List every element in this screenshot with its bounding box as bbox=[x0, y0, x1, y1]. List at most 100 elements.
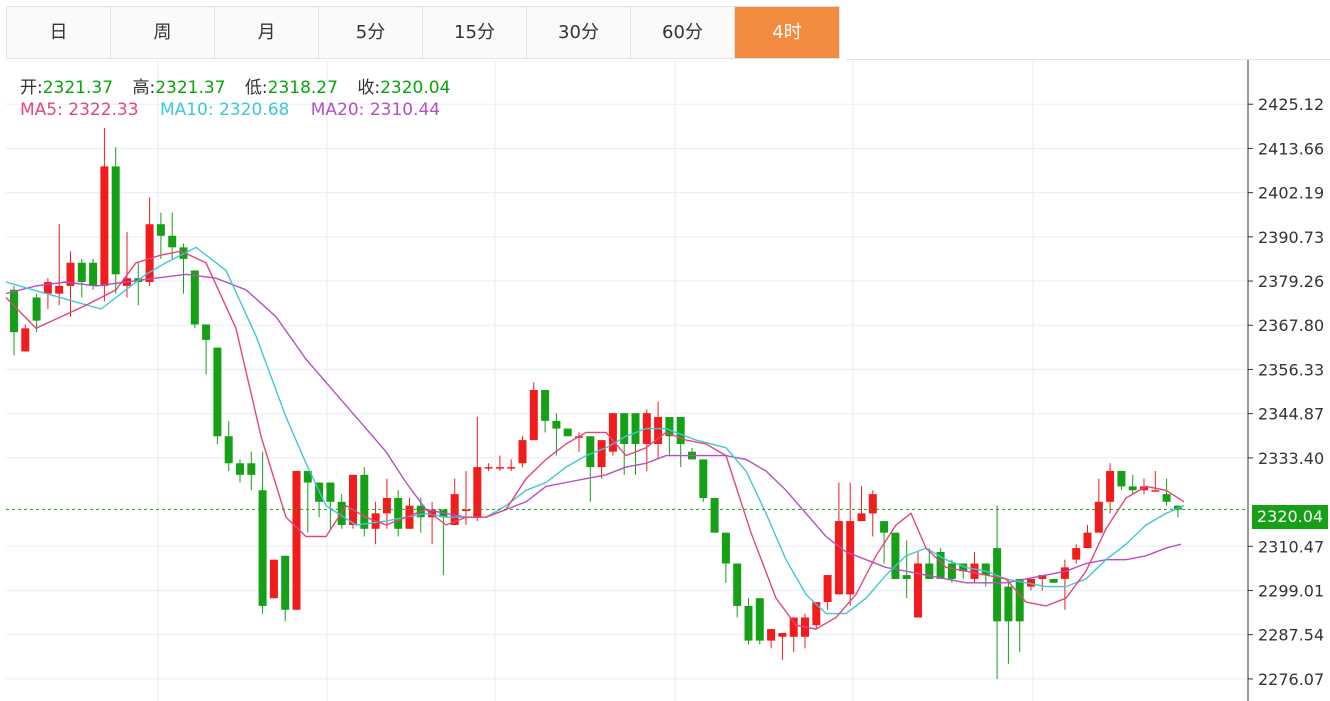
candle-up bbox=[21, 328, 30, 352]
tab-4hour[interactable]: 4时 bbox=[735, 7, 839, 58]
candle-down bbox=[360, 474, 369, 529]
candle-up bbox=[1083, 532, 1092, 549]
candle-up bbox=[507, 467, 516, 469]
candle-down bbox=[258, 490, 267, 606]
candle-down bbox=[156, 224, 165, 236]
candle-up bbox=[382, 497, 391, 514]
candle-down bbox=[563, 428, 572, 437]
candle-down bbox=[224, 436, 233, 464]
candle-down bbox=[676, 416, 685, 444]
candle-down bbox=[168, 235, 177, 248]
tabs-divider bbox=[846, 59, 1330, 60]
candle-up bbox=[349, 474, 357, 525]
candle-up bbox=[1072, 548, 1081, 560]
candle-down bbox=[1004, 586, 1013, 622]
y-tick-label: 2310.47 bbox=[1258, 537, 1324, 556]
candle-up bbox=[970, 563, 979, 579]
candle-down bbox=[993, 548, 1002, 622]
y-tick-label: 2344.87 bbox=[1258, 405, 1324, 424]
current-price-tag: 2320.04 bbox=[1252, 505, 1328, 529]
tab-60min[interactable]: 60分 bbox=[631, 7, 735, 58]
candle-up bbox=[1060, 567, 1069, 579]
tab-day[interactable]: 日 bbox=[7, 7, 111, 58]
candle-up bbox=[654, 416, 663, 444]
candle-down bbox=[744, 605, 753, 641]
candle-down bbox=[247, 463, 256, 475]
candle-down bbox=[541, 390, 550, 421]
candle-up bbox=[518, 440, 527, 464]
y-tick-label: 2299.01 bbox=[1258, 581, 1324, 600]
open-value: 2321.37 bbox=[42, 78, 114, 98]
candle-down bbox=[699, 459, 708, 498]
y-tick-label: 2276.07 bbox=[1258, 670, 1324, 689]
candle-up bbox=[43, 282, 52, 294]
candle-up bbox=[100, 166, 109, 286]
candle-up bbox=[55, 285, 64, 294]
candle-up bbox=[868, 494, 877, 514]
candle-up bbox=[484, 467, 493, 469]
candle-up bbox=[778, 632, 787, 637]
y-tick-label: 2425.12 bbox=[1258, 95, 1324, 114]
timeframe-tabs: 日 周 月 5分 15分 30分 60分 4时 bbox=[6, 6, 840, 59]
candle-down bbox=[1049, 578, 1058, 583]
open-label: 开: bbox=[20, 78, 43, 98]
candle-up bbox=[473, 467, 482, 518]
candle-down bbox=[190, 270, 199, 325]
close-label: 收: bbox=[357, 78, 381, 98]
candle-down bbox=[77, 262, 86, 283]
candle-down bbox=[1015, 578, 1024, 622]
candle-up bbox=[597, 440, 606, 468]
y-tick-label: 2390.73 bbox=[1258, 228, 1324, 247]
y-tick-label: 2333.40 bbox=[1258, 449, 1324, 468]
candle-down bbox=[665, 416, 674, 437]
tab-15min[interactable]: 15分 bbox=[423, 7, 527, 58]
candle-up bbox=[834, 521, 843, 595]
ma20-value: 2310.44 bbox=[369, 100, 441, 120]
candle-up bbox=[1151, 490, 1160, 492]
candle-down bbox=[1117, 470, 1126, 487]
candle-up bbox=[495, 467, 504, 469]
tab-month[interactable]: 月 bbox=[215, 7, 319, 58]
candle-down bbox=[111, 166, 120, 275]
candle-down bbox=[880, 521, 889, 533]
candle-up bbox=[1106, 470, 1115, 502]
candle-up bbox=[462, 509, 470, 512]
low-label: 低: bbox=[244, 78, 268, 98]
tab-30min[interactable]: 30分 bbox=[527, 7, 631, 58]
candle-up bbox=[789, 617, 798, 637]
candle-down bbox=[236, 463, 244, 475]
candle-up bbox=[529, 390, 538, 441]
candle-down bbox=[202, 324, 211, 340]
candle-down bbox=[89, 262, 98, 286]
candle-up bbox=[846, 521, 855, 595]
y-tick-label: 2402.19 bbox=[1258, 184, 1324, 203]
y-tick-label: 2356.33 bbox=[1258, 360, 1324, 379]
tab-week[interactable]: 周 bbox=[111, 7, 215, 58]
candle-down bbox=[552, 420, 561, 429]
candle-down bbox=[755, 598, 764, 641]
candle-up bbox=[292, 470, 301, 610]
candle-down bbox=[326, 482, 335, 502]
candle-down bbox=[891, 532, 900, 579]
candle-up bbox=[857, 513, 866, 522]
candle-down bbox=[281, 555, 290, 610]
candle-down bbox=[394, 497, 403, 529]
candle-up bbox=[1038, 575, 1047, 579]
ma10-label: MA10: bbox=[159, 100, 214, 120]
ma20-line bbox=[5, 273, 1182, 584]
candle-down bbox=[925, 563, 934, 579]
candle-up bbox=[145, 224, 154, 283]
candle-up bbox=[269, 559, 278, 599]
candle-up bbox=[450, 494, 459, 525]
ma5-line bbox=[5, 250, 1185, 630]
y-tick-label: 2367.80 bbox=[1258, 316, 1324, 335]
ma20-label: MA20: bbox=[310, 100, 365, 120]
y-tick-label: 2379.26 bbox=[1258, 272, 1324, 291]
candle-up bbox=[812, 602, 821, 626]
candle-down bbox=[303, 470, 312, 483]
candle-down bbox=[10, 289, 18, 333]
candle-up bbox=[1027, 578, 1035, 587]
candle-up bbox=[1094, 501, 1103, 533]
tab-5min[interactable]: 5分 bbox=[319, 7, 423, 58]
